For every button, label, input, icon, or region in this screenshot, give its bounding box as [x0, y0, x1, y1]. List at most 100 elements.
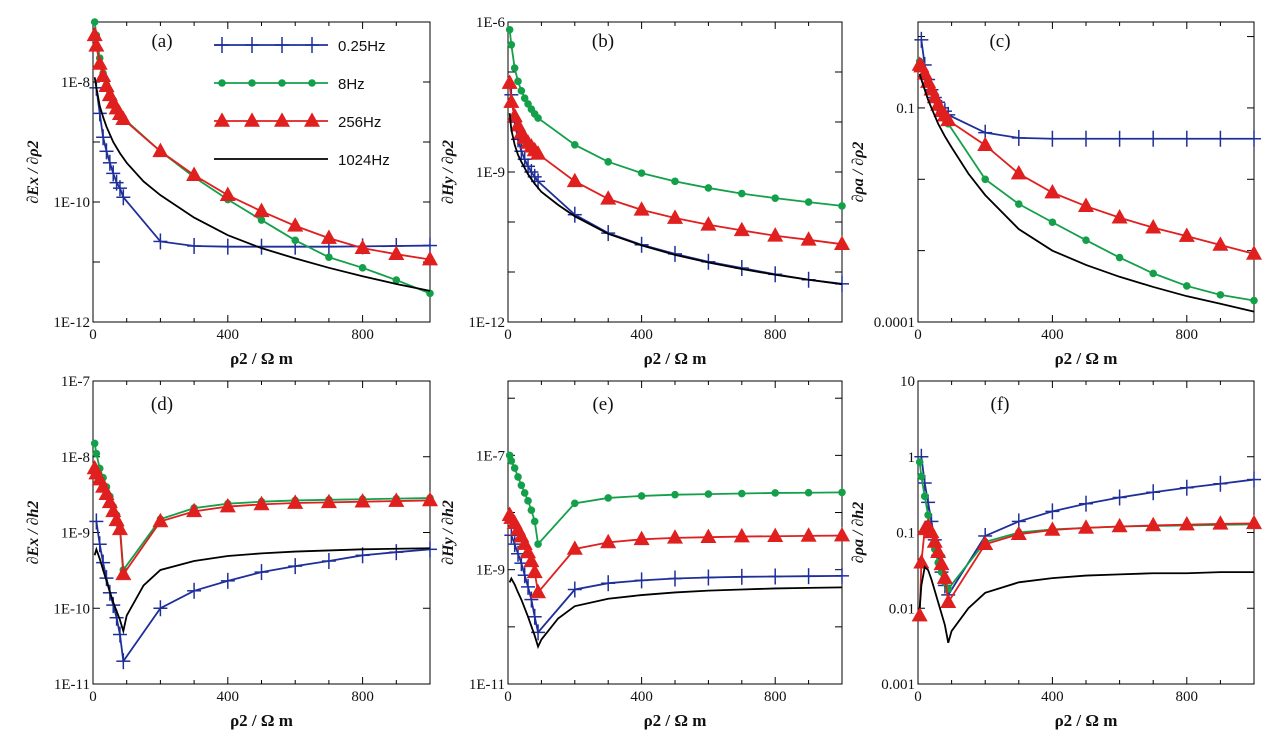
data-point [1183, 282, 1191, 290]
data-point [320, 229, 337, 244]
series-line [93, 35, 431, 261]
x-axis-label: ρ2 / Ω m [230, 711, 293, 730]
data-point [219, 186, 236, 201]
data-point [633, 530, 650, 546]
legend-marker [278, 79, 286, 87]
data-point [421, 250, 439, 266]
data-point [804, 198, 813, 206]
data-point [926, 533, 943, 548]
data-point [115, 110, 132, 125]
data-point [1178, 227, 1195, 242]
data-point [510, 64, 519, 72]
data-point [771, 489, 780, 497]
series-256Hz [501, 74, 851, 250]
data-point [600, 533, 617, 549]
x-tick-label: 400 [217, 689, 240, 705]
data-point [510, 464, 519, 472]
panel-label: (d) [151, 394, 173, 415]
data-point [520, 94, 529, 102]
series-line [918, 522, 1255, 616]
series-line [918, 565, 1254, 644]
series-line [918, 73, 1255, 313]
y-tick-label: 0.01 [889, 601, 915, 617]
series-1024Hz [93, 546, 431, 635]
series-256Hz [86, 26, 439, 266]
data-point [1111, 209, 1128, 224]
data-point [354, 239, 371, 254]
data-point [530, 145, 547, 160]
data-point [524, 497, 532, 505]
series-line [919, 64, 1255, 255]
data-point [915, 458, 924, 466]
y-axis-label: ∂Ex / ∂ρ2 [25, 140, 42, 203]
data-point [1216, 291, 1225, 299]
y-tick-label: 1E-6 [476, 15, 506, 31]
series-line [93, 546, 431, 635]
data-point [917, 472, 926, 481]
series-line [508, 514, 843, 595]
data-point [913, 554, 930, 569]
data-point [514, 473, 522, 481]
data-point [566, 172, 583, 188]
data-point [92, 449, 101, 458]
x-axis-label: ρ2 / Ω m [1055, 349, 1118, 368]
data-point [1178, 516, 1195, 531]
data-point [291, 236, 300, 245]
y-tick-label: 0.0001 [874, 315, 915, 331]
data-point [1245, 514, 1263, 530]
data-point [517, 87, 526, 95]
data-point [320, 493, 337, 509]
data-point [526, 563, 543, 579]
x-tick-label: 800 [351, 327, 374, 343]
data-point [90, 439, 99, 448]
y-tick-label: 0.1 [896, 101, 915, 117]
y-tick-label: 1E-8 [61, 450, 90, 466]
data-point [530, 517, 539, 526]
data-point [767, 227, 784, 242]
data-point [392, 276, 401, 284]
data-point [800, 527, 817, 542]
data-point [1077, 519, 1095, 534]
x-tick-label: 800 [764, 327, 787, 343]
x-tick-label: 0 [914, 689, 922, 705]
data-point [738, 189, 746, 198]
series-256Hz [911, 514, 1263, 622]
series-256Hz [86, 459, 439, 581]
y-tick-label: 1E-11 [54, 677, 90, 693]
panel-c: 0 400 800 0.1 0.0001 ρ2 / Ω m ∂ρa / ∂ρ2 (c) [850, 21, 1263, 368]
data-point [88, 37, 105, 52]
series-1024Hz [508, 113, 843, 286]
data-point [920, 492, 929, 501]
data-point [1111, 517, 1128, 533]
y-axis-label: ∂Hy / ∂h2 [440, 500, 457, 565]
data-point [838, 488, 846, 497]
data-point [530, 583, 547, 599]
y-tick-label: 1E-11 [469, 677, 505, 693]
panel-label: (f) [991, 394, 1010, 415]
panel-b: 0 400 800 1E-6 1E-9 1E-12 ρ2 / Ω m ∂Hy / ∂ρ2 (b) [440, 15, 851, 368]
data-point [600, 190, 617, 205]
data-point [933, 555, 950, 571]
panel-label: (c) [989, 31, 1010, 52]
x-axis-label: ρ2 / Ω m [1055, 711, 1118, 730]
y-tick-label: 1E-8 [61, 75, 90, 91]
panel-label: (e) [592, 394, 613, 415]
data-point [1115, 253, 1124, 262]
legend-marker [273, 112, 291, 127]
data-point [838, 202, 846, 210]
data-point [733, 527, 750, 543]
y-tick-label: 1E-7 [61, 374, 91, 390]
data-point [833, 526, 851, 542]
legend-label: 256Hz [338, 114, 381, 131]
data-point [219, 497, 236, 513]
data-point [115, 565, 132, 581]
data-point [671, 177, 679, 186]
data-point [1145, 516, 1162, 532]
data-point [566, 540, 583, 555]
data-point [507, 40, 516, 49]
data-point [534, 540, 542, 548]
data-point [704, 184, 713, 192]
y-tick-label: 0.1 [896, 526, 915, 542]
data-point [571, 140, 579, 149]
